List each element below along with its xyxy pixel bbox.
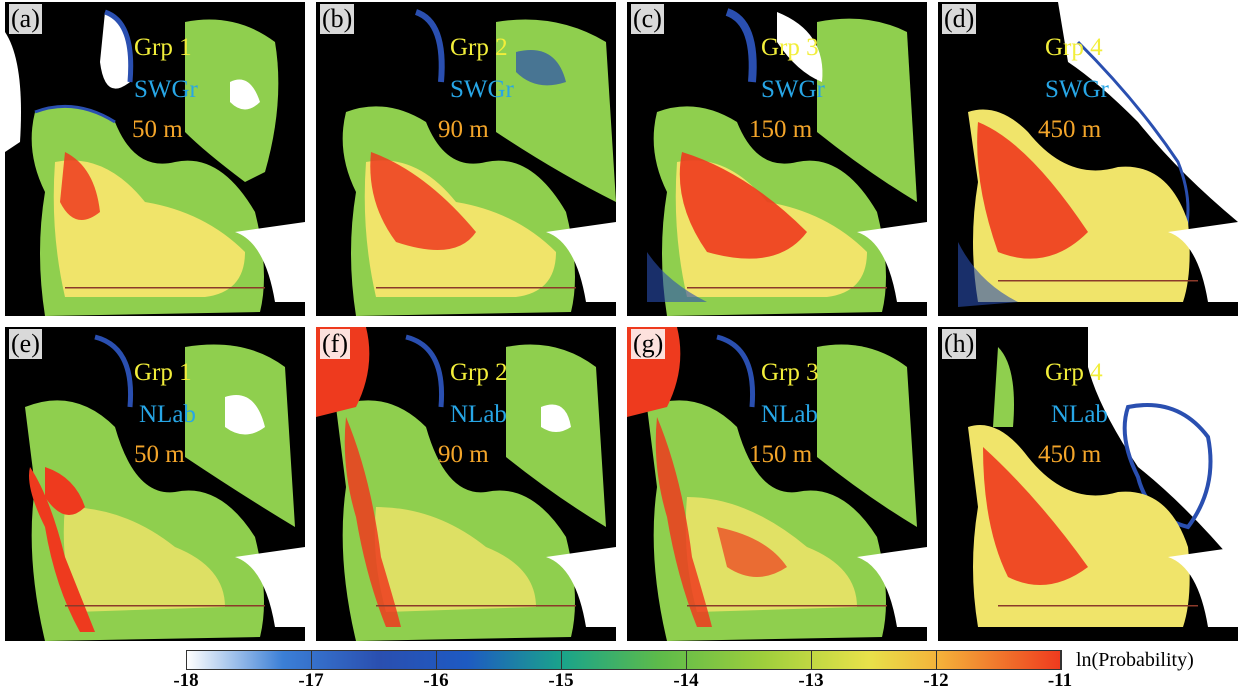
group-label: Grp 2 bbox=[450, 359, 508, 386]
panel-label: (e) bbox=[9, 329, 42, 359]
source-region-label: SWGr bbox=[134, 76, 198, 103]
panel-label: (a) bbox=[9, 4, 42, 34]
panel-label: (g) bbox=[631, 329, 666, 359]
map-panel-b: (b) Grp 2 SWGr 90 m bbox=[316, 2, 616, 316]
panel-label: (h) bbox=[942, 329, 977, 359]
depth-label: 50 m bbox=[134, 441, 185, 468]
source-region-label: SWGr bbox=[1045, 76, 1109, 103]
group-label: Grp 3 bbox=[761, 359, 819, 386]
group-label: Grp 3 bbox=[761, 34, 819, 61]
colorbar-tick-label: -11 bbox=[1047, 670, 1073, 691]
panel-label: (d) bbox=[942, 4, 977, 34]
colorbar-tick-label: -18 bbox=[173, 670, 199, 691]
depth-label: 90 m bbox=[438, 441, 489, 468]
panel-label: (c) bbox=[631, 4, 664, 34]
source-region-label: SWGr bbox=[450, 76, 514, 103]
map-panel-e: (e) Grp 1 NLab 50 m bbox=[5, 327, 305, 641]
colorbar-tick-label: -16 bbox=[423, 670, 449, 691]
colorbar-tick bbox=[436, 650, 437, 670]
source-region-label: NLab bbox=[1051, 401, 1108, 428]
source-region-label: SWGr bbox=[761, 76, 825, 103]
colorbar-legend: -18 -17 -16 -15 -14 -13 -12 -11 ln(Proba… bbox=[0, 644, 1243, 691]
group-label: Grp 2 bbox=[450, 34, 508, 61]
map-panel-f: (f) Grp 2 NLab 90 m bbox=[316, 327, 616, 641]
colorbar-tick bbox=[686, 650, 687, 670]
panel-label: (b) bbox=[320, 4, 355, 34]
map-panel-h: (h) Grp 4 NLab 450 m bbox=[938, 327, 1238, 641]
map-image bbox=[627, 2, 927, 316]
map-panel-g: (g) Grp 3 NLab 150 m bbox=[627, 327, 927, 641]
colorbar-tick bbox=[1060, 650, 1061, 670]
map-image bbox=[5, 327, 305, 641]
group-label: Grp 4 bbox=[1045, 359, 1103, 386]
depth-label: 450 m bbox=[1038, 441, 1102, 468]
source-region-label: NLab bbox=[761, 401, 818, 428]
colorbar-tick bbox=[811, 650, 812, 670]
map-panel-d: (d) Grp 4 SWGr 450 m bbox=[938, 2, 1238, 316]
map-image bbox=[938, 2, 1238, 316]
group-label: Grp 1 bbox=[134, 359, 192, 386]
source-region-label: NLab bbox=[450, 401, 507, 428]
colorbar-tick bbox=[561, 650, 562, 670]
source-region-label: NLab bbox=[139, 401, 196, 428]
depth-label: 150 m bbox=[749, 116, 813, 143]
group-label: Grp 4 bbox=[1045, 34, 1103, 61]
depth-label: 90 m bbox=[438, 116, 489, 143]
map-image bbox=[316, 327, 616, 641]
colorbar-tick bbox=[311, 650, 312, 670]
colorbar-tick-label: -13 bbox=[798, 670, 824, 691]
colorbar-tick bbox=[936, 650, 937, 670]
panel-label: (f) bbox=[320, 329, 350, 359]
colorbar-tick-label: -14 bbox=[673, 670, 699, 691]
map-image bbox=[627, 327, 927, 641]
colorbar-tick-label: -12 bbox=[923, 670, 949, 691]
colorbar-tick-label: -15 bbox=[548, 670, 574, 691]
depth-label: 450 m bbox=[1038, 116, 1102, 143]
colorbar-tick-label: -17 bbox=[298, 670, 324, 691]
map-panel-c: (c) Grp 3 SWGr 150 m bbox=[627, 2, 927, 316]
map-image bbox=[316, 2, 616, 316]
map-image bbox=[5, 2, 305, 316]
map-image bbox=[938, 327, 1238, 641]
colorbar-gradient bbox=[186, 650, 1062, 670]
depth-label: 50 m bbox=[132, 116, 183, 143]
depth-label: 150 m bbox=[749, 441, 813, 468]
colorbar-title: ln(Probability) bbox=[1076, 649, 1194, 671]
colorbar-tick bbox=[186, 650, 187, 670]
group-label: Grp 1 bbox=[134, 34, 192, 61]
map-panel-a: (a) Grp 1 SWGr 50 m bbox=[5, 2, 305, 316]
